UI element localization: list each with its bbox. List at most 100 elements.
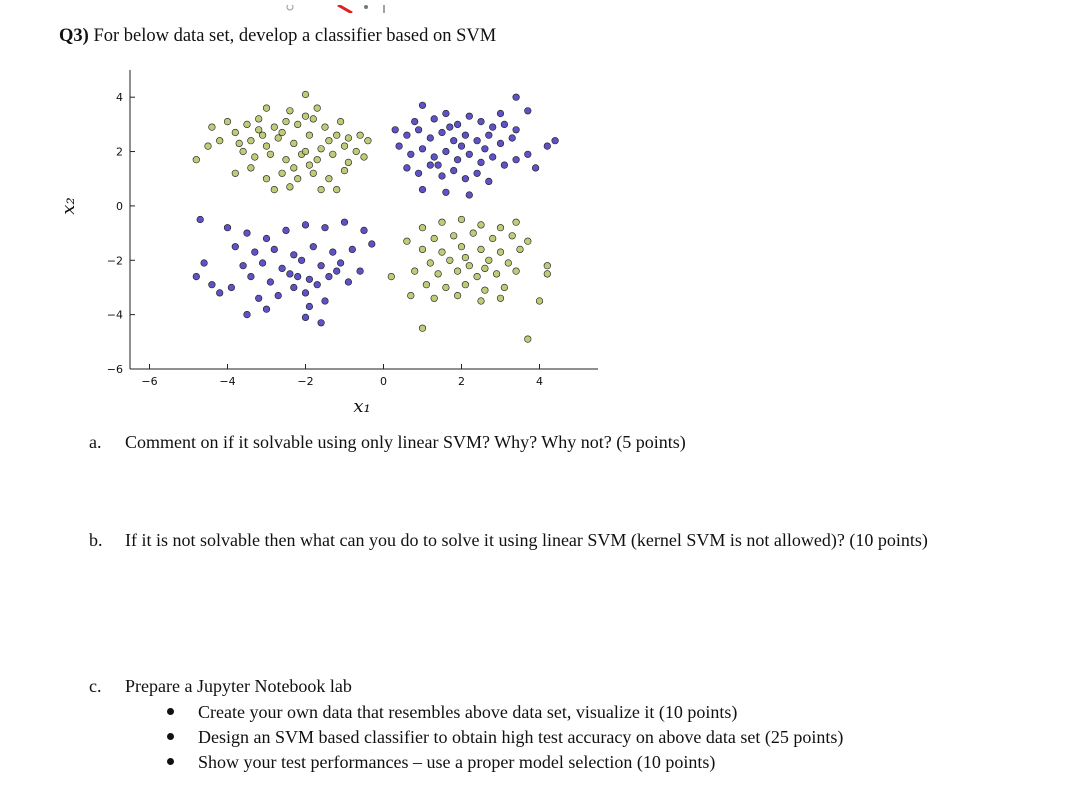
olive-point	[516, 245, 524, 253]
blue-point	[290, 251, 298, 259]
blue-point	[418, 145, 427, 153]
blue-point	[262, 305, 271, 313]
blue-point	[403, 131, 411, 139]
olive-point	[442, 283, 450, 292]
blue-point	[321, 224, 329, 232]
blue-point	[524, 150, 532, 158]
item-b-text: If it is not solvable then what can you …	[125, 530, 928, 550]
blue-point	[551, 137, 559, 145]
blue-point	[465, 191, 473, 199]
chart-axes: −6 −4 −2 0 2 4 −6 −4 −2 0 2 4	[107, 70, 598, 388]
blue-point	[512, 126, 520, 134]
olive-point	[477, 245, 485, 253]
olive-point	[457, 243, 466, 251]
blue-point	[270, 245, 278, 253]
blue-point	[415, 169, 423, 177]
olive-point	[262, 175, 271, 183]
olive-point	[266, 150, 275, 158]
olive-point	[485, 256, 493, 264]
olive-point	[461, 254, 470, 262]
olive-point	[204, 142, 212, 150]
blue-point	[325, 273, 333, 281]
olive-point	[438, 218, 446, 226]
blue-point	[329, 248, 337, 256]
olive-point	[313, 156, 321, 164]
blue-point	[454, 120, 462, 128]
olive-point	[294, 175, 302, 183]
blue-point	[485, 177, 493, 185]
blue-point	[426, 161, 434, 169]
olive-point	[259, 131, 267, 139]
olive-point	[352, 147, 360, 156]
blue-point	[286, 270, 294, 278]
question-text: For below data set, develop a classifier…	[93, 26, 497, 46]
olive-point	[360, 153, 368, 161]
blue-point	[465, 112, 473, 120]
y-tick-label: −2	[107, 254, 123, 267]
question-title: Q3) For below data set, develop a classi…	[59, 26, 496, 47]
bullet-dot	[167, 733, 174, 740]
olive-point	[524, 237, 532, 245]
y-tick-label: 2	[116, 146, 123, 159]
olive-point	[473, 273, 481, 281]
x-tick-label: −2	[297, 375, 313, 388]
blue-point	[294, 273, 302, 281]
blue-point	[415, 126, 423, 134]
blue-point	[426, 134, 434, 142]
blue-point	[450, 167, 458, 175]
olive-point	[481, 264, 489, 273]
item-b-letter: b.	[89, 530, 103, 550]
cropped-top-fragment	[260, 0, 400, 15]
olive-point	[286, 107, 294, 115]
blue-point	[465, 150, 473, 158]
scatter-chart: −6 −4 −2 0 2 4 −6 −4 −2 0 2 4 x₁ x₂	[58, 70, 598, 417]
blue-point	[298, 256, 306, 264]
blue-point	[223, 224, 232, 232]
bullet-dot	[167, 708, 174, 715]
blue-point	[500, 120, 509, 128]
olive-point	[454, 267, 462, 275]
olive-point	[231, 128, 239, 137]
blue-point	[290, 283, 298, 292]
olive-point	[255, 115, 263, 123]
blue-point	[430, 115, 438, 123]
olive-point	[356, 131, 364, 139]
blue-point	[305, 302, 314, 311]
blue-point	[496, 109, 505, 118]
y-tick-label: −6	[107, 363, 123, 376]
olive-point	[255, 126, 263, 134]
olive-point	[496, 248, 505, 256]
blue-point	[321, 297, 329, 305]
olive-point	[309, 115, 317, 123]
blue-point	[251, 248, 259, 256]
item-c-text: Prepare a Jupyter Notebook lab	[125, 676, 352, 696]
olive-point	[450, 232, 458, 240]
olive-point	[469, 229, 477, 237]
olive-point	[294, 120, 302, 128]
blue-point	[442, 188, 450, 196]
blue-point	[301, 221, 310, 229]
blue-point	[192, 273, 200, 281]
blue-point	[317, 319, 325, 327]
blue-point	[391, 126, 399, 134]
blue-point	[434, 161, 442, 169]
blue-point	[333, 267, 341, 275]
blue-point	[508, 134, 516, 142]
blue-point	[196, 215, 204, 224]
olive-point	[317, 145, 325, 153]
olive-point	[418, 324, 427, 332]
olive-point	[192, 156, 200, 164]
blue-point	[411, 117, 419, 126]
olive-point	[477, 221, 485, 229]
olive-point	[426, 259, 434, 267]
blue-point	[340, 218, 349, 226]
olive-point	[454, 292, 462, 300]
blue-point	[313, 281, 321, 289]
blue-point	[524, 107, 532, 115]
olive-point	[344, 158, 353, 166]
olive-point	[223, 117, 232, 126]
olive-point	[446, 256, 454, 264]
olive-point	[270, 123, 278, 131]
olive-point	[512, 267, 520, 275]
blue-point	[454, 156, 462, 164]
